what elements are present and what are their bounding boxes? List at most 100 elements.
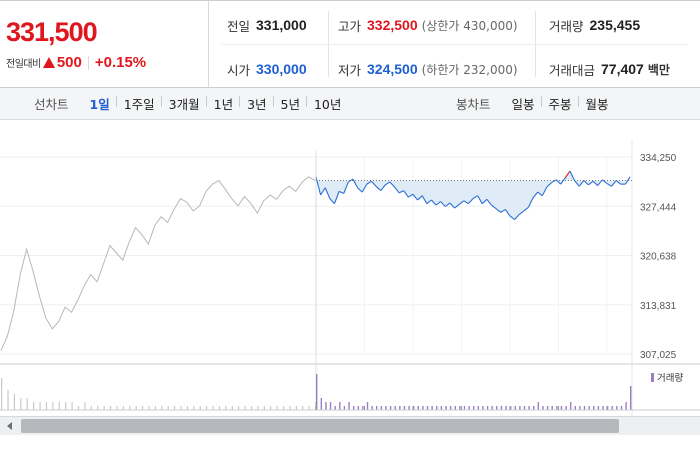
stat-volume: 거래량 235,455 [549, 15, 640, 35]
prev-volume-bar [135, 406, 137, 410]
today-line-segment [329, 198, 335, 205]
prev-volume-bar [186, 406, 189, 410]
prev-volume-bar [257, 406, 259, 410]
chart-scrollbar[interactable] [0, 416, 700, 435]
today-volume-bar [519, 406, 521, 410]
stat-value: 330,000 [256, 61, 307, 77]
today-volume-bar [339, 402, 341, 410]
today-line-segment [352, 178, 359, 189]
price-chart[interactable]: 334,250 327,444 320,638 313,831 307,025 거래량 [0, 120, 700, 416]
today-line-segment [541, 186, 548, 196]
tab-3-years[interactable]: 3년 [239, 94, 273, 113]
today-line-segment [431, 199, 437, 206]
today-line-segment [500, 208, 506, 213]
today-line-segment [611, 180, 617, 187]
prev-volume-bar [84, 402, 86, 410]
today-volume-bar [551, 406, 553, 410]
tab-monthly-candle[interactable]: 월봉 [577, 94, 616, 113]
stat-sub: (하한가 232,000) [421, 62, 518, 77]
today-volume-bar [334, 406, 336, 410]
today-volume-bar [417, 406, 419, 410]
tab-10-years[interactable]: 10년 [305, 94, 348, 113]
today-volume-bar [366, 402, 369, 410]
today-line-segment [495, 208, 502, 213]
today-line-segment [366, 180, 372, 185]
scroll-left-button[interactable] [2, 420, 16, 432]
today-volume-bar [408, 406, 410, 410]
prev-volume-bar [71, 402, 73, 410]
today-volume-bar [611, 406, 613, 410]
today-line-segment [551, 179, 557, 184]
prev-volume-bar [97, 406, 99, 410]
today-volume-bar [514, 406, 516, 410]
today-volume-bar [606, 406, 609, 410]
today-line-segment [509, 215, 515, 221]
stat-value: 235,455 [589, 17, 641, 33]
today-line-segment [583, 180, 589, 186]
today-volume-bar [593, 406, 595, 410]
tab-1-week[interactable]: 1주일 [115, 94, 162, 113]
tab-1-year[interactable]: 1년 [205, 94, 240, 113]
scroll-thumb[interactable] [21, 419, 619, 433]
candle-chart-tabs: 봉차트 일봉 주봉 월봉 [456, 88, 616, 119]
today-line-segment [454, 203, 460, 209]
today-line-segment [384, 181, 391, 186]
y-tick-label: 313,831 [640, 301, 677, 312]
prev-volume-bar [308, 406, 310, 410]
today-line-segment [412, 193, 419, 201]
today-area-fill [316, 171, 630, 220]
today-volume-bar [616, 406, 618, 410]
today-line-segment [426, 199, 432, 205]
today-volume-bar [348, 402, 350, 410]
prev-volume-bar [122, 406, 124, 410]
tab-daily-candle[interactable]: 일봉 [511, 97, 535, 112]
prev-volume-bar [212, 406, 214, 410]
today-volume-bar [528, 406, 530, 410]
tab-weekly-candle[interactable]: 주봉 [540, 94, 579, 113]
line-chart-tabs: 선차트 1일 1주일 3개월 1년 3년 5년 10년 [34, 88, 348, 119]
today-line-segment [546, 182, 552, 188]
price-chart-svg[interactable]: 334,250 327,444 320,638 313,831 307,025 거래량 [0, 120, 700, 416]
today-line-segment [624, 176, 631, 185]
today-line-segment [389, 181, 395, 188]
y-tick-label: 320,638 [640, 252, 677, 263]
today-volume-bar [412, 406, 415, 410]
today-line-segment [574, 180, 580, 187]
today-volume-bar [385, 406, 387, 410]
today-line-segment [343, 181, 349, 194]
tab-1-day[interactable]: 1일 [89, 97, 110, 112]
today-volume-bar [449, 406, 452, 410]
today-line-segment [514, 214, 520, 220]
today-volume-bar [325, 402, 327, 410]
today-line-segment [348, 178, 354, 183]
prev-volume-bar [1, 378, 3, 410]
today-line-segment [361, 183, 368, 193]
y-tick-label: 334,250 [640, 153, 677, 164]
today-volume-bar [537, 402, 540, 410]
today-line-segment [371, 180, 377, 187]
prev-volume-bar [109, 406, 112, 410]
today-volume-bar [574, 406, 576, 410]
left-arrow-icon [6, 422, 12, 430]
today-volume-bar [533, 406, 535, 410]
today-line-segment [588, 180, 594, 186]
today-volume-bar [496, 406, 498, 410]
prev-volume-bar [13, 394, 16, 410]
today-line-segment [555, 179, 562, 185]
prev-volume-bar [58, 402, 60, 410]
today-line-segment [597, 179, 603, 186]
prev-volume-bar [193, 406, 195, 410]
tab-3-months[interactable]: 3개월 [160, 94, 207, 113]
today-volume-bar [482, 406, 484, 410]
stat-value: 331,000 [256, 17, 307, 33]
today-volume-bar [588, 406, 590, 410]
today-volume-bar [316, 374, 318, 410]
today-volume-bar [422, 406, 424, 410]
stat-unit: 백만 [647, 62, 670, 77]
tab-5-years[interactable]: 5년 [272, 94, 307, 113]
today-volume-bar [523, 406, 526, 410]
prev-volume-bar [199, 406, 201, 410]
today-volume-bar [560, 406, 563, 410]
today-volume-bar [362, 406, 364, 410]
price-stats: 전일 331,000 고가 332,500 (상한가 430,000) 거래량 … [210, 1, 700, 87]
